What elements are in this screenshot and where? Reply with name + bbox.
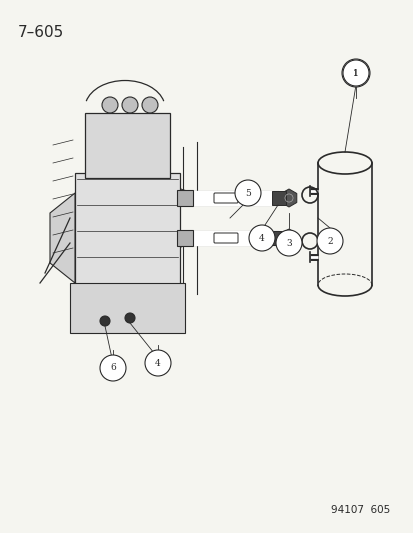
FancyBboxPatch shape	[177, 190, 192, 206]
FancyBboxPatch shape	[271, 191, 285, 205]
Text: 6: 6	[110, 364, 116, 373]
Circle shape	[102, 97, 118, 113]
Text: 5: 5	[244, 189, 250, 198]
Polygon shape	[75, 173, 180, 303]
Text: 1: 1	[352, 69, 358, 77]
Circle shape	[145, 350, 171, 376]
Polygon shape	[50, 193, 75, 283]
Text: 3: 3	[285, 238, 291, 247]
Polygon shape	[280, 189, 296, 207]
Circle shape	[100, 355, 126, 381]
Text: 7–605: 7–605	[18, 25, 64, 40]
Circle shape	[235, 180, 260, 206]
Circle shape	[275, 230, 301, 256]
Circle shape	[341, 59, 369, 87]
Text: 1: 1	[352, 69, 358, 77]
Circle shape	[125, 313, 135, 323]
Circle shape	[316, 228, 342, 254]
Polygon shape	[85, 113, 170, 178]
Circle shape	[100, 316, 110, 326]
Text: 4: 4	[259, 233, 264, 243]
FancyBboxPatch shape	[177, 230, 192, 246]
Circle shape	[248, 225, 274, 251]
Polygon shape	[70, 283, 185, 333]
Circle shape	[342, 60, 368, 86]
FancyBboxPatch shape	[214, 193, 237, 203]
Circle shape	[142, 97, 158, 113]
Text: 2: 2	[326, 237, 332, 246]
Circle shape	[122, 97, 138, 113]
Polygon shape	[280, 229, 296, 247]
Text: 94107  605: 94107 605	[330, 505, 389, 515]
Text: 4: 4	[155, 359, 161, 367]
FancyBboxPatch shape	[214, 233, 237, 243]
FancyBboxPatch shape	[271, 231, 285, 245]
